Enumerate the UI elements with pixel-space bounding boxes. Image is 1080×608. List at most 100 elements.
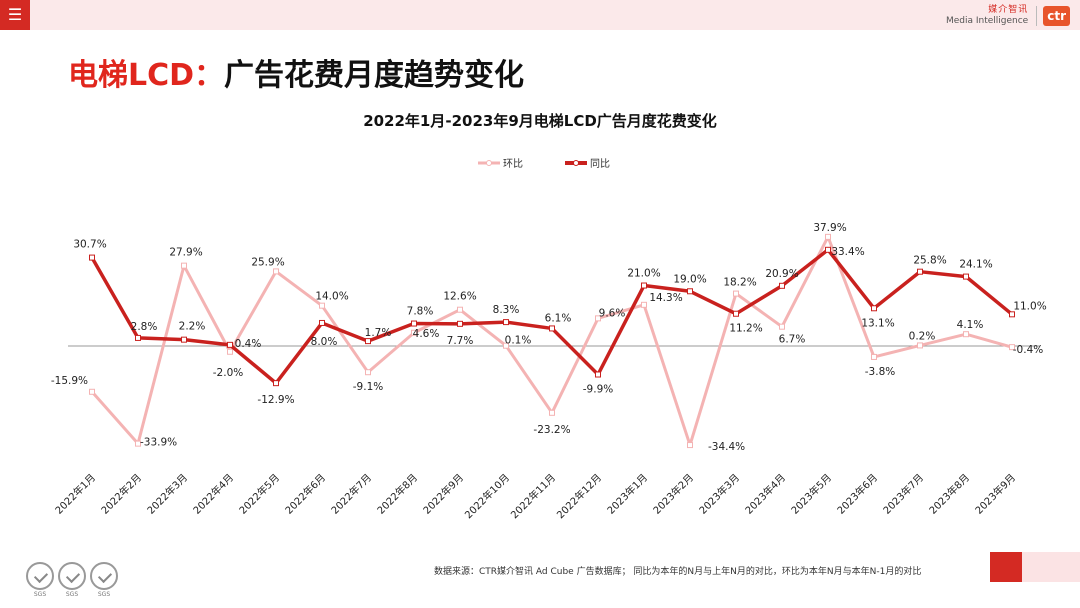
- point-同比-14: [733, 310, 739, 317]
- point-环比-11: [595, 315, 601, 322]
- data-label-同比-17: 13.1%: [861, 317, 894, 329]
- point-同比-12: [641, 282, 647, 289]
- point-环比-0: [89, 388, 95, 395]
- data-label-同比-15: 20.9%: [765, 268, 798, 280]
- data-label-同比-11: -9.9%: [583, 384, 613, 396]
- data-label-环比-1: -33.9%: [140, 437, 177, 449]
- data-label-环比-16: 37.9%: [813, 222, 846, 234]
- x-tick-label-13: 2023年2月: [650, 471, 696, 517]
- point-同比-7: [411, 320, 417, 327]
- data-label-同比-19: 24.1%: [959, 259, 992, 271]
- x-tick-label-8: 2022年9月: [420, 471, 466, 517]
- top-bar: [0, 0, 1080, 30]
- footer-pink-block: [1022, 552, 1080, 582]
- data-label-环比-17: -3.8%: [865, 366, 895, 378]
- data-label-同比-16: 33.4%: [831, 246, 864, 258]
- point-环比-20: [1009, 344, 1015, 351]
- point-同比-6: [365, 338, 371, 345]
- page-title-main: 广告花费月度趋势变化: [224, 58, 525, 93]
- logo-mark: ctr: [1043, 6, 1070, 26]
- legend-marker-环比: [486, 160, 492, 166]
- sgs-badge-icon: SGS: [58, 562, 86, 598]
- x-tick-label-7: 2022年8月: [374, 471, 420, 517]
- x-tick-label-9: 2022年10月: [462, 471, 512, 521]
- data-label-环比-7: 4.6%: [413, 328, 440, 340]
- data-label-同比-13: 19.0%: [673, 273, 706, 285]
- data-label-环比-11: 9.6%: [599, 307, 626, 319]
- data-label-同比-14: 11.2%: [729, 323, 762, 335]
- point-同比-18: [917, 268, 923, 275]
- x-tick-label-15: 2023年4月: [742, 471, 788, 517]
- data-label-环比-5: 14.0%: [315, 291, 348, 303]
- data-label-同比-4: -12.9%: [257, 394, 294, 406]
- data-label-同比-20: 11.0%: [1013, 300, 1046, 312]
- data-label-同比-3: 0.4%: [235, 338, 262, 350]
- x-tick-label-1: 2022年2月: [98, 471, 144, 517]
- data-label-同比-8: 7.7%: [447, 335, 474, 347]
- data-source-note: 数据来源：CTR媒介智讯 Ad Cube 广告数据库； 同比为本年的N月与上年N…: [434, 567, 922, 577]
- data-label-环比-12: 14.3%: [649, 292, 682, 304]
- point-环比-15: [779, 323, 785, 330]
- point-环比-4: [273, 268, 279, 275]
- point-环比-10: [549, 409, 555, 416]
- point-环比-9: [503, 342, 509, 349]
- point-同比-17: [871, 305, 877, 312]
- x-tick-label-3: 2022年4月: [190, 471, 236, 517]
- x-tick-label-2: 2022年3月: [144, 471, 190, 517]
- point-环比-13: [687, 442, 693, 449]
- chart-title: 2022年1月-2023年9月电梯LCD广告月度花费变化: [363, 112, 717, 130]
- point-环比-1: [135, 440, 141, 447]
- hamburger-icon[interactable]: ☰: [0, 0, 30, 30]
- x-tick-label-20: 2023年9月: [972, 471, 1018, 517]
- point-同比-19: [963, 273, 969, 280]
- point-同比-4: [273, 380, 279, 387]
- point-同比-15: [779, 282, 785, 289]
- point-同比-20: [1009, 311, 1015, 318]
- x-tick-label-18: 2023年7月: [880, 471, 926, 517]
- x-tick-label-11: 2022年12月: [554, 471, 604, 521]
- legend-label-环比: 环比: [503, 158, 523, 170]
- data-label-同比-7: 7.8%: [407, 306, 434, 318]
- point-环比-16: [825, 233, 831, 240]
- data-label-同比-10: 6.1%: [545, 312, 572, 324]
- data-label-环比-2: 27.9%: [169, 247, 202, 259]
- data-label-环比-9: 0.1%: [505, 335, 532, 347]
- data-label-同比-5: 8.0%: [311, 336, 338, 348]
- logo-divider: [1036, 6, 1038, 26]
- point-环比-8: [457, 306, 463, 313]
- x-tick-label-0: 2022年1月: [52, 471, 98, 517]
- ctr-logo: 媒介智讯 Media Intelligence ctr: [946, 4, 1070, 28]
- x-tick-label-12: 2023年1月: [604, 471, 650, 517]
- point-同比-11: [595, 371, 601, 378]
- point-环比-19: [963, 331, 969, 338]
- x-tick-label-14: 2023年3月: [696, 471, 742, 517]
- point-环比-14: [733, 290, 739, 297]
- point-同比-10: [549, 325, 555, 332]
- data-label-环比-8: 12.6%: [443, 291, 476, 303]
- x-tick-label-6: 2022年7月: [328, 471, 374, 517]
- data-label-环比-6: -9.1%: [353, 381, 383, 393]
- sgs-badge-icon: SGS: [90, 562, 118, 598]
- point-环比-6: [365, 369, 371, 376]
- x-tick-label-10: 2022年11月: [508, 471, 558, 521]
- point-同比-8: [457, 320, 463, 327]
- page-title: 电梯LCD：广告花费月度趋势变化: [68, 50, 524, 94]
- point-环比-18: [917, 342, 923, 349]
- x-tick-label-5: 2022年6月: [282, 471, 328, 517]
- data-label-环比-18: 0.2%: [909, 330, 936, 342]
- data-label-同比-12: 21.0%: [627, 268, 660, 280]
- point-同比-16: [825, 246, 831, 253]
- point-同比-0: [89, 254, 95, 261]
- data-label-环比-3: -2.0%: [213, 367, 243, 379]
- page-title-prefix: 电梯LCD：: [68, 58, 225, 93]
- point-同比-3: [227, 341, 233, 348]
- point-环比-12: [641, 301, 647, 308]
- point-同比-1: [135, 334, 141, 341]
- point-同比-5: [319, 319, 325, 326]
- data-label-环比-13: -34.4%: [708, 441, 745, 453]
- data-label-环比-10: -23.2%: [533, 424, 570, 436]
- point-环比-5: [319, 302, 325, 309]
- data-label-同比-0: 30.7%: [73, 239, 106, 251]
- x-tick-label-19: 2023年8月: [926, 471, 972, 517]
